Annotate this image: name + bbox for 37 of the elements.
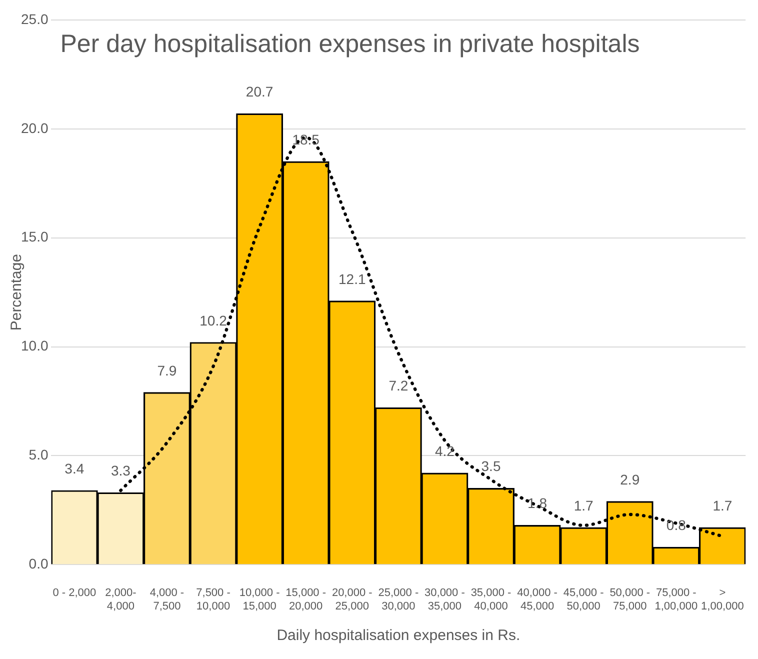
x-tick-label: 10,000 - 15,000	[239, 587, 280, 612]
y-tick-label: 5.0	[28, 446, 48, 463]
x-tick-label: 45,000 - 50,000	[563, 587, 604, 612]
x-tick-label: 20,000 - 25,000	[332, 587, 373, 612]
x-tick-label: 25,000 - 30,000	[378, 587, 419, 612]
data-label: 10.2	[200, 312, 228, 328]
y-tick-label: 0.0	[28, 555, 48, 572]
x-tick-label: 75,000 - 1,00,000	[654, 587, 698, 612]
data-label: 3.3	[110, 462, 131, 479]
data-label: 1.7	[574, 497, 594, 514]
x-tick-label: 0 - 2,000	[52, 587, 96, 600]
x-tick-label: 40,000 - 45,000	[517, 587, 558, 612]
data-label: 20.7	[246, 84, 274, 100]
data-label: 2.9	[620, 471, 640, 488]
x-tick-label: 7,500 - 10,000	[196, 587, 231, 612]
x-tick-label: 2,000-4,000	[105, 587, 137, 612]
x-axis-title: Daily hospitalisation expenses in Rs.	[276, 627, 520, 644]
data-label: 7.9	[157, 362, 177, 378]
data-label: 3.5	[481, 458, 501, 474]
x-tick-label: > 1,00,000	[701, 587, 744, 612]
data-label: 0.8	[666, 517, 686, 534]
y-axis-title: Percentage	[8, 254, 26, 331]
data-label: 3.4	[64, 460, 84, 476]
chart-title: Per day hospitalisation expenses in private hospitals	[60, 30, 640, 58]
y-tick-label: 15.0	[21, 228, 48, 245]
y-tick-label: 10.0	[21, 338, 48, 354]
x-tick-label: 15,000 - 20,000	[286, 587, 326, 612]
y-tick-label: 25.0	[21, 10, 48, 27]
x-tick-label: 4,000 - 7,500	[150, 587, 184, 612]
data-label: 7.2	[388, 378, 408, 394]
data-label: 1.7	[712, 497, 732, 514]
data-label: 4.2	[434, 442, 455, 459]
x-tick-label: 30,000 - 35,000	[424, 587, 466, 612]
y-tick-label: 20.0	[21, 120, 48, 136]
x-tick-label: 35,000 - 40,000	[470, 587, 512, 612]
data-label: 12.1	[338, 270, 366, 287]
x-tick-label: 50,000 - 75,000	[610, 587, 650, 612]
